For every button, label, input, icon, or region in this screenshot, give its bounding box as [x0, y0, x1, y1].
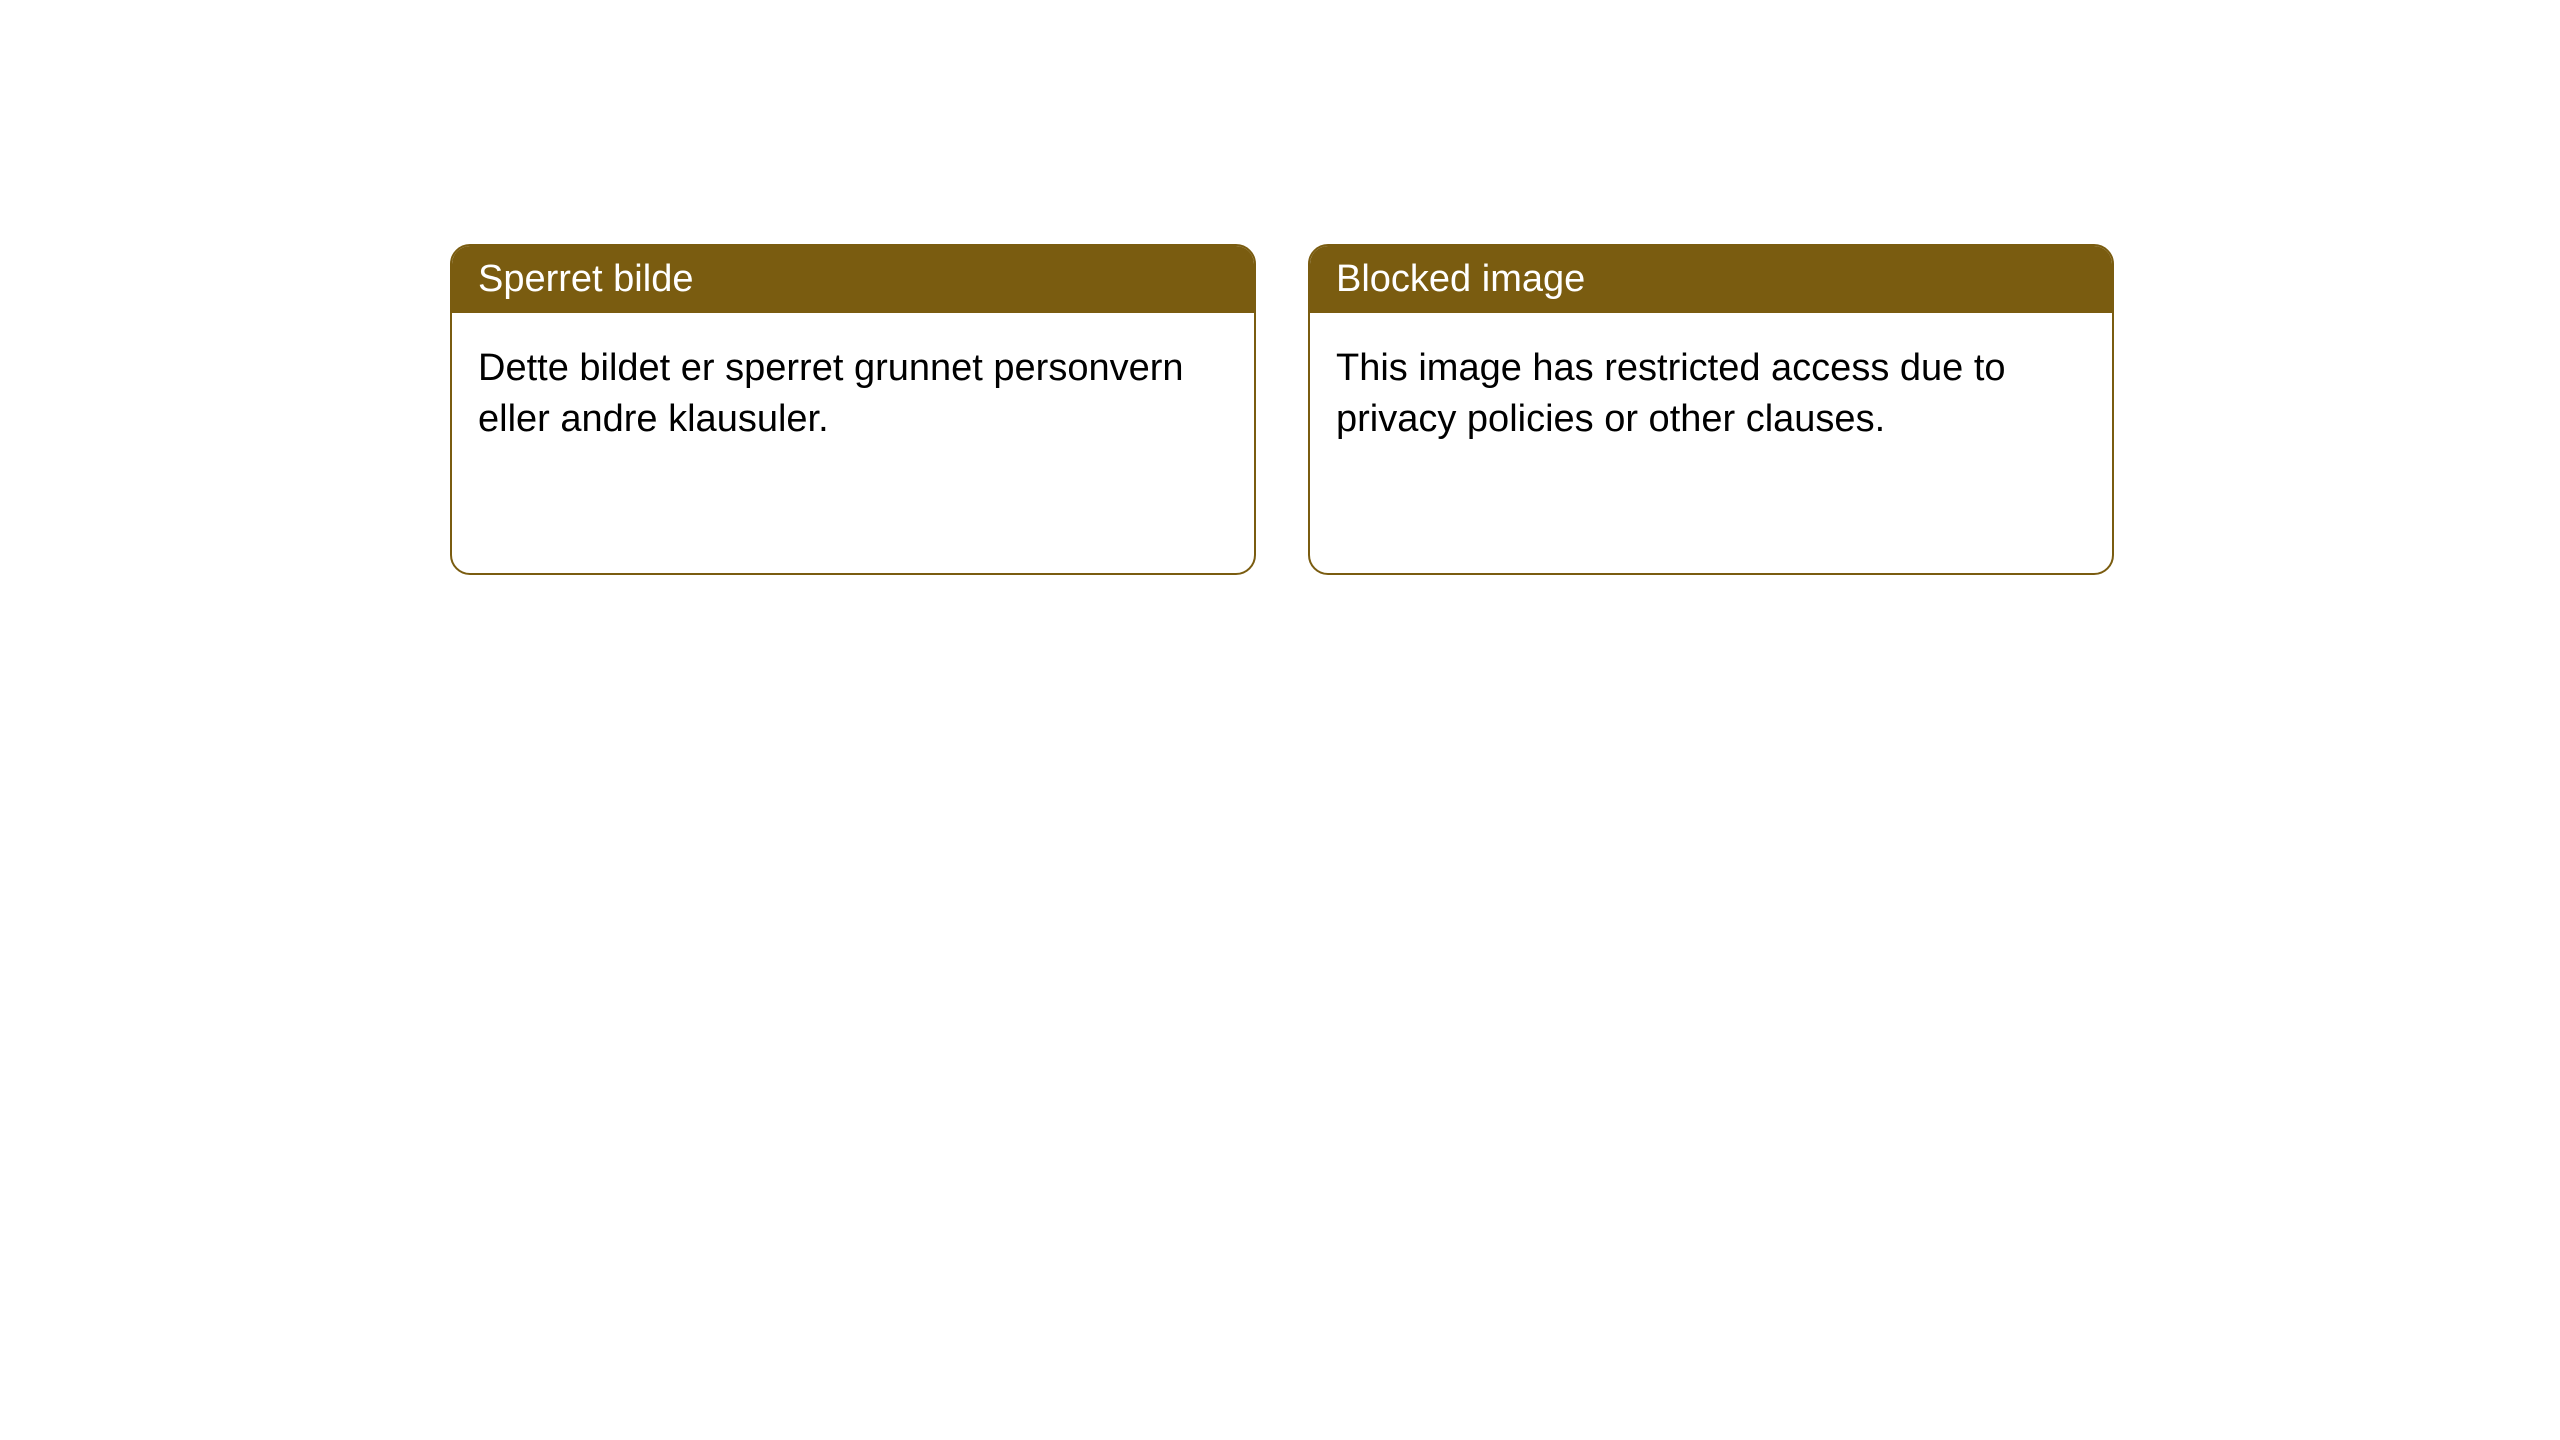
- notice-body: This image has restricted access due to …: [1310, 313, 2112, 573]
- notice-card-norwegian: Sperret bilde Dette bildet er sperret gr…: [450, 244, 1256, 575]
- notice-body-text: Dette bildet er sperret grunnet personve…: [478, 347, 1184, 440]
- notice-container: Sperret bilde Dette bildet er sperret gr…: [0, 0, 2560, 575]
- notice-header: Sperret bilde: [452, 246, 1254, 313]
- notice-title: Sperret bilde: [478, 258, 693, 300]
- notice-header: Blocked image: [1310, 246, 2112, 313]
- notice-body-text: This image has restricted access due to …: [1336, 347, 2006, 440]
- notice-title: Blocked image: [1336, 258, 1585, 300]
- notice-body: Dette bildet er sperret grunnet personve…: [452, 313, 1254, 573]
- notice-card-english: Blocked image This image has restricted …: [1308, 244, 2114, 575]
